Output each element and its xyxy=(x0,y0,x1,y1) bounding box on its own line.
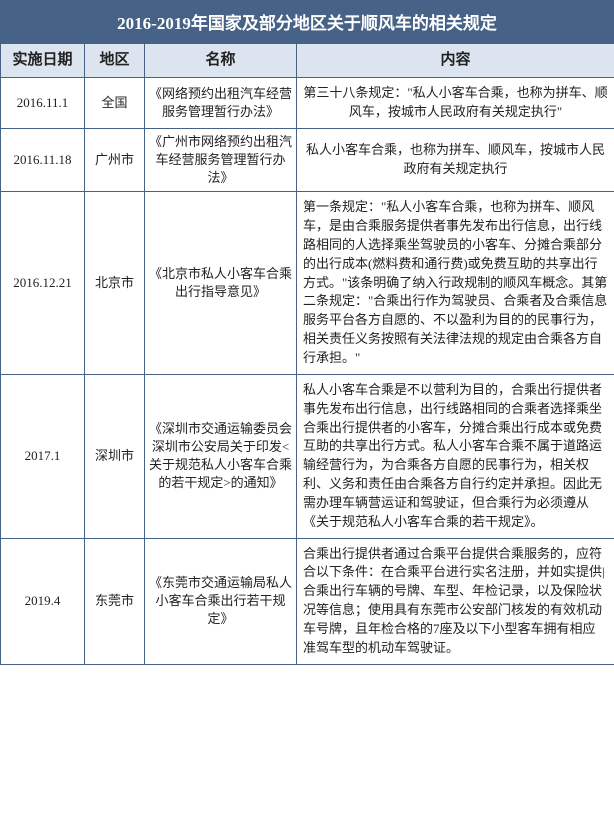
cell-content: 私人小客车合乘是不以营利为目的，合乘出行提供者事先发布出行信息，出行线路相同的合… xyxy=(297,374,614,538)
header-date: 实施日期 xyxy=(1,44,85,78)
regulations-table: 实施日期 地区 名称 内容 2016.11.1全国《网络预约出租汽车经营服务管理… xyxy=(0,43,614,665)
header-region: 地区 xyxy=(85,44,145,78)
cell-date: 2016.11.18 xyxy=(1,128,85,192)
cell-name: 《深圳市交通运输委员会深圳市公安局关于印发<关于规范私人小客车合乘的若干规定>的… xyxy=(145,374,297,538)
header-row: 实施日期 地区 名称 内容 xyxy=(1,44,614,78)
cell-region: 北京市 xyxy=(85,192,145,375)
cell-region: 东莞市 xyxy=(85,538,145,664)
table-row: 2016.11.18广州市《广州市网络预约出租汽车经营服务管理暂行办法》私人小客… xyxy=(1,128,614,192)
header-content: 内容 xyxy=(297,44,614,78)
table-row: 2016.12.21北京市《北京市私人小客车合乘出行指导意见》第一条规定："私人… xyxy=(1,192,614,375)
cell-region: 广州市 xyxy=(85,128,145,192)
cell-name: 《网络预约出租汽车经营服务管理暂行办法》 xyxy=(145,78,297,129)
cell-name: 《广州市网络预约出租汽车经营服务管理暂行办法》 xyxy=(145,128,297,192)
table-row: 2019.4东莞市《东莞市交通运输局私人小客车合乘出行若干规定》合乘出行提供者通… xyxy=(1,538,614,664)
table-title: 2016-2019年国家及部分地区关于顺风车的相关规定 xyxy=(0,0,614,43)
regulations-table-container: 2016-2019年国家及部分地区关于顺风车的相关规定 实施日期 地区 名称 内… xyxy=(0,0,614,665)
cell-name: 《北京市私人小客车合乘出行指导意见》 xyxy=(145,192,297,375)
cell-date: 2016.12.21 xyxy=(1,192,85,375)
cell-date: 2019.4 xyxy=(1,538,85,664)
table-row: 2017.1深圳市《深圳市交通运输委员会深圳市公安局关于印发<关于规范私人小客车… xyxy=(1,374,614,538)
cell-region: 全国 xyxy=(85,78,145,129)
table-body: 2016.11.1全国《网络预约出租汽车经营服务管理暂行办法》第三十八条规定："… xyxy=(1,78,614,665)
cell-content: 私人小客车合乘，也称为拼车、顺风车，按城市人民政府有关规定执行 xyxy=(297,128,614,192)
cell-region: 深圳市 xyxy=(85,374,145,538)
header-name: 名称 xyxy=(145,44,297,78)
cell-date: 2017.1 xyxy=(1,374,85,538)
cell-content: 第一条规定："私人小客车合乘，也称为拼车、顺风车，是由合乘服务提供者事先发布出行… xyxy=(297,192,614,375)
table-row: 2016.11.1全国《网络预约出租汽车经营服务管理暂行办法》第三十八条规定："… xyxy=(1,78,614,129)
cell-content: 第三十八条规定："私人小客车合乘，也称为拼车、顺风车，按城市人民政府有关规定执行… xyxy=(297,78,614,129)
cell-content: 合乘出行提供者通过合乘平台提供合乘服务的，应符合以下条件：在合乘平台进行实名注册… xyxy=(297,538,614,664)
cell-date: 2016.11.1 xyxy=(1,78,85,129)
cell-name: 《东莞市交通运输局私人小客车合乘出行若干规定》 xyxy=(145,538,297,664)
